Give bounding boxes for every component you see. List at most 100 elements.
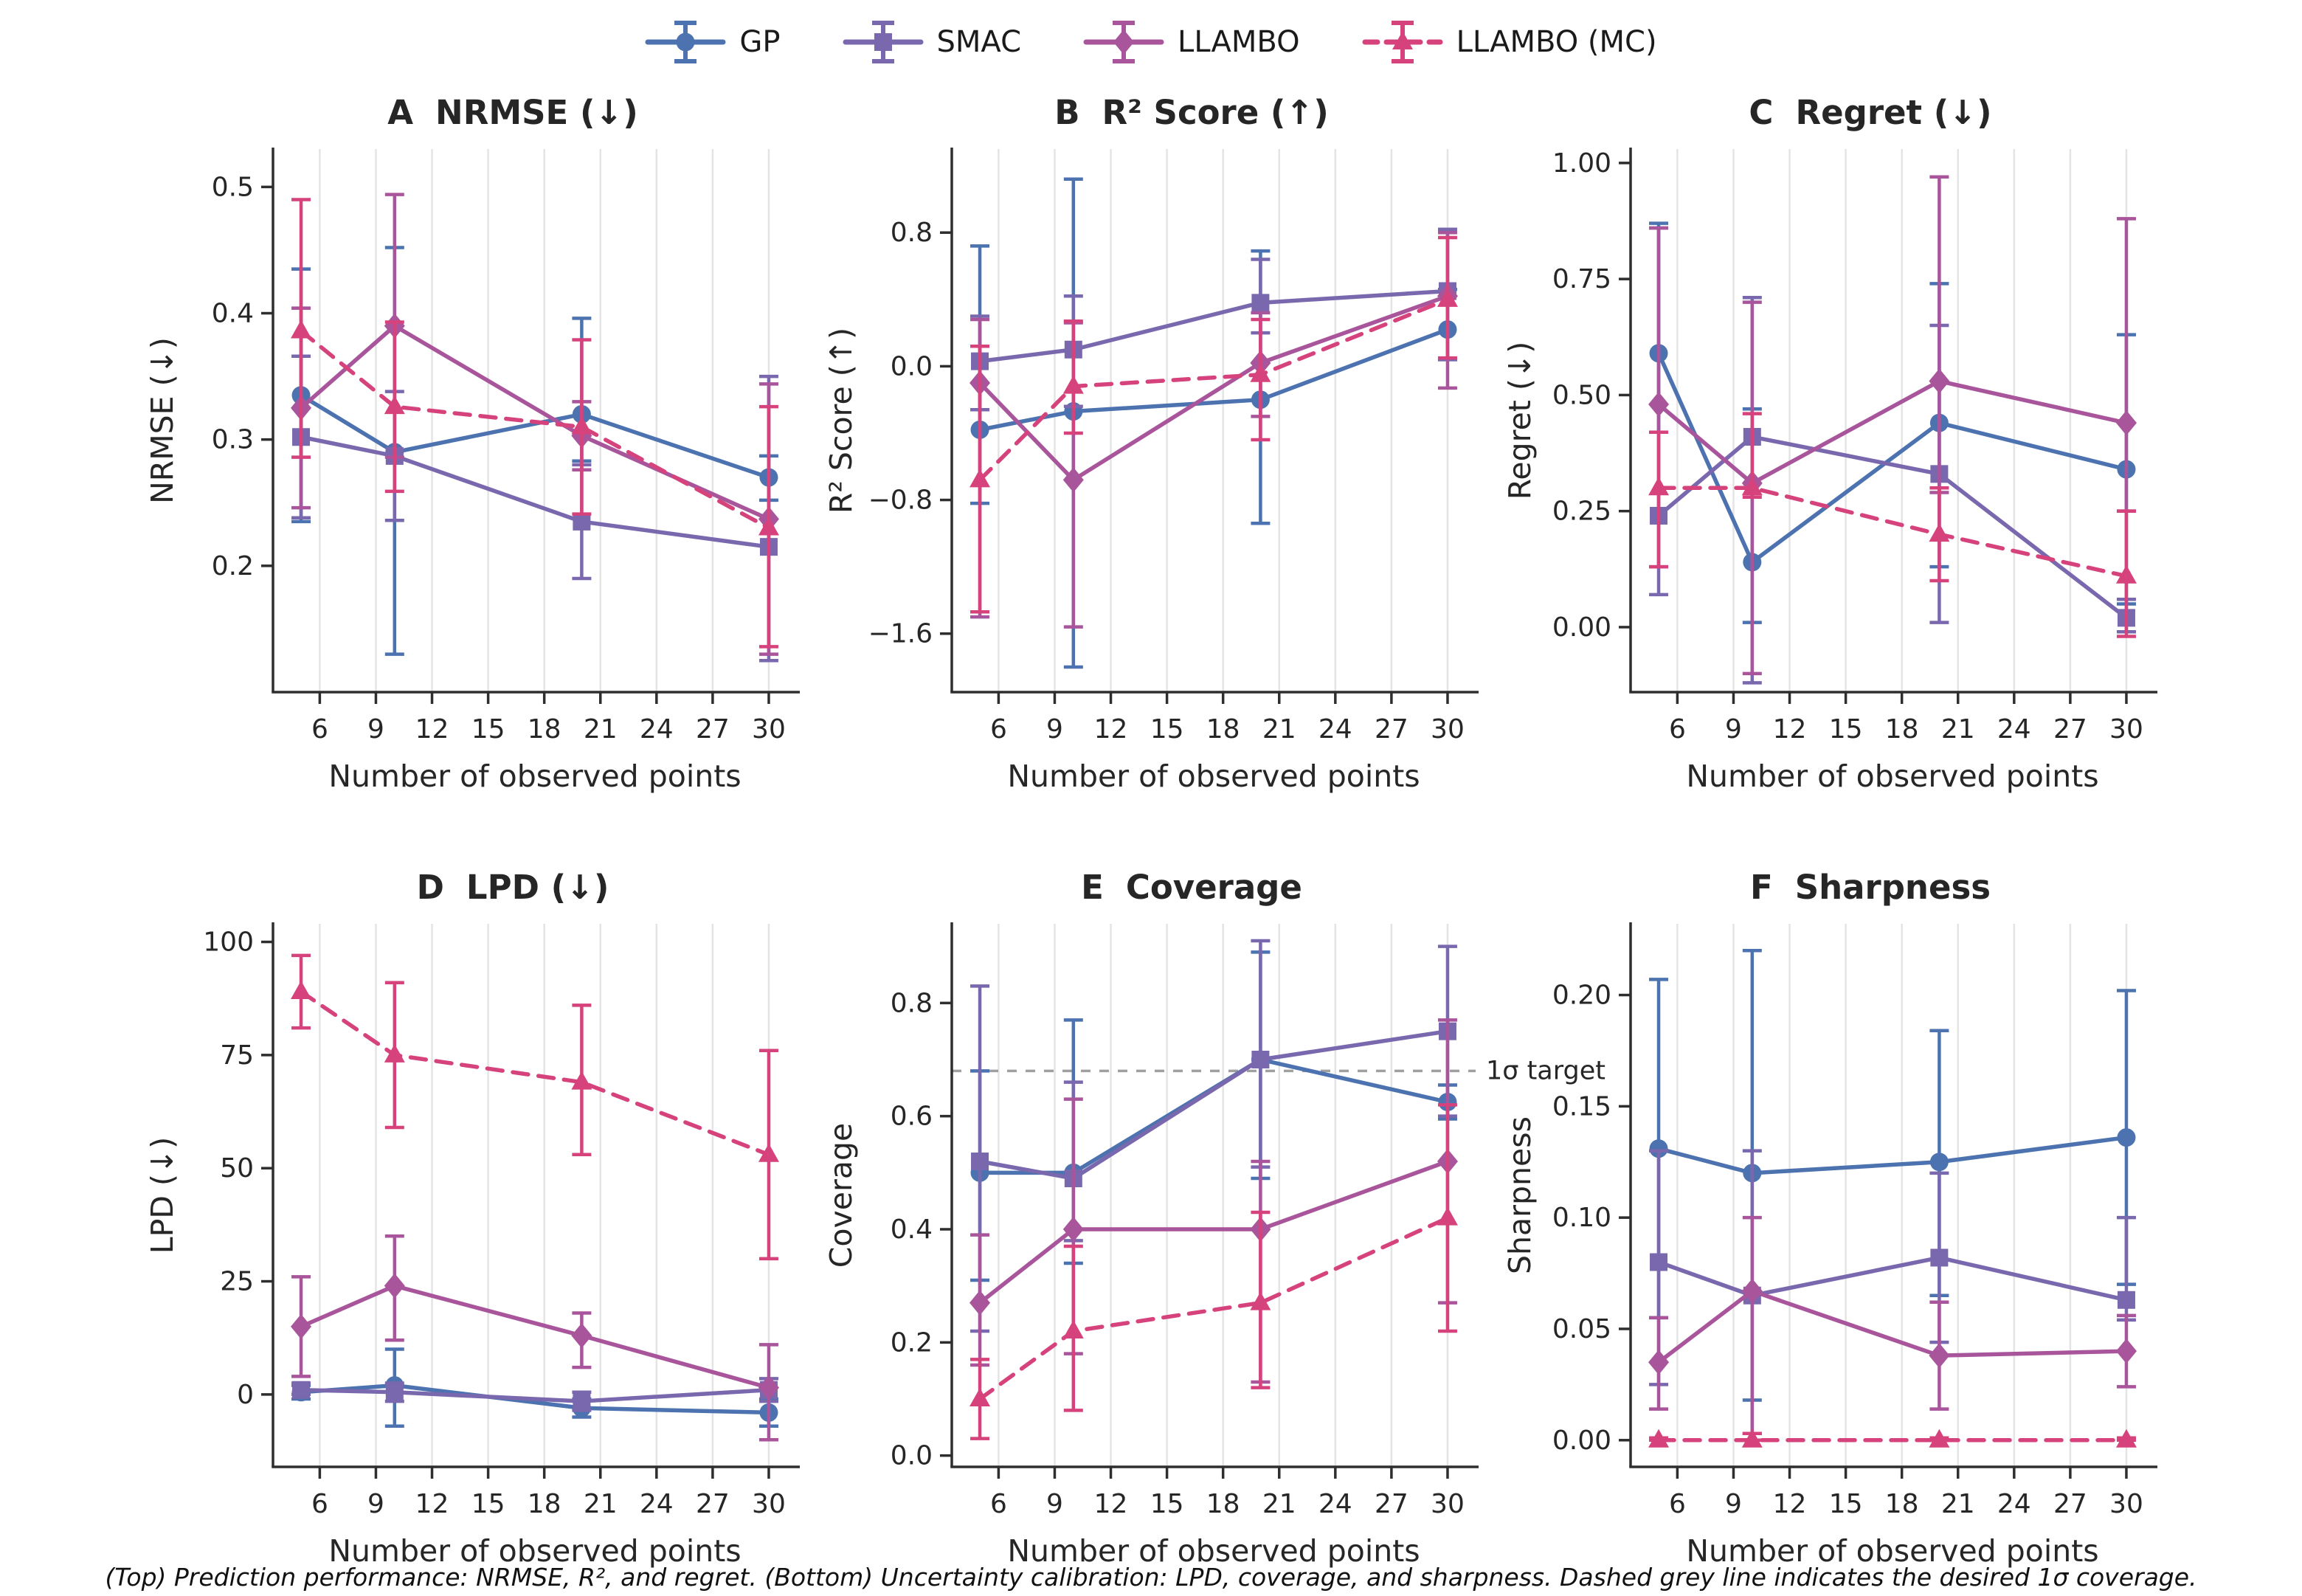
- svg-text:27: 27: [1375, 1489, 1408, 1519]
- x-axis-label: Number of observed points: [1007, 1533, 1420, 1569]
- svg-text:6: 6: [1669, 714, 1686, 745]
- series-mc: [291, 198, 779, 649]
- legend-item-llambo: LLAMBO: [1083, 15, 1300, 69]
- series-llambo: [969, 230, 1458, 629]
- svg-text:24: 24: [640, 714, 674, 745]
- svg-text:6: 6: [311, 1489, 328, 1519]
- svg-text:0.05: 0.05: [1552, 1314, 1611, 1344]
- svg-text:15: 15: [471, 1489, 505, 1519]
- legend-item-gp: GP: [645, 15, 781, 69]
- series-gp: [970, 177, 1457, 669]
- y-axis-label: LPD (↓): [145, 1137, 180, 1254]
- svg-text:0.6: 0.6: [891, 1102, 933, 1132]
- panel-f-title: F Sharpness: [1750, 868, 1991, 907]
- svg-text:6: 6: [990, 714, 1007, 745]
- svg-text:0.0: 0.0: [891, 1441, 933, 1471]
- svg-text:30: 30: [2109, 714, 2143, 745]
- svg-text:0.2: 0.2: [212, 551, 254, 581]
- panel-c-chart: 6 9 12 15 18 21 24 27 30 1.00 0.75 0.50 0.25 0.00 C Reg…: [1502, 93, 2157, 794]
- gridlines: [998, 924, 1449, 1467]
- svg-text:18: 18: [1206, 1489, 1240, 1519]
- svg-text:0.25: 0.25: [1552, 497, 1611, 527]
- triangle-errorbar-icon: [1362, 21, 1443, 63]
- svg-text:30: 30: [1431, 1489, 1465, 1519]
- svg-text:0.3: 0.3: [212, 425, 254, 455]
- svg-text:12: 12: [1773, 1489, 1807, 1519]
- y-axis-label: Regret (↓): [1502, 342, 1538, 500]
- x-axis-label: Number of observed points: [1686, 759, 2098, 794]
- svg-text:0.10: 0.10: [1552, 1203, 1611, 1233]
- series-mc: [1648, 1429, 2137, 1448]
- svg-text:9: 9: [1046, 714, 1063, 745]
- square-errorbar-icon: [843, 21, 924, 63]
- panel-d-title: D LPD (↓): [417, 868, 609, 907]
- series-llambo: [969, 1018, 1458, 1384]
- svg-text:27: 27: [1375, 714, 1408, 745]
- legend-item-smac: SMAC: [843, 15, 1022, 69]
- series-smac: [1649, 1149, 2136, 1436]
- svg-text:0.00: 0.00: [1552, 1426, 1611, 1456]
- svg-text:12: 12: [415, 1489, 449, 1519]
- panel-a-chart: 6 9 12 15 18 21 24 27 30 0.5 0.4 0.3 0.2 A NRMSE (↓) Nu…: [145, 93, 800, 794]
- legend-label-mc: LLAMBO (MC): [1456, 25, 1657, 59]
- svg-text:27: 27: [696, 714, 730, 745]
- svg-text:9: 9: [367, 714, 384, 745]
- gridlines: [1676, 149, 2128, 692]
- svg-text:0.20: 0.20: [1552, 981, 1611, 1011]
- svg-text:27: 27: [2053, 714, 2087, 745]
- panel-b-title: B R² Score (↑): [1054, 93, 1329, 132]
- svg-text:25: 25: [220, 1267, 254, 1297]
- svg-text:0.15: 0.15: [1552, 1091, 1611, 1122]
- series-smac: [291, 354, 778, 663]
- x-axis-label: Number of observed points: [1686, 1533, 2098, 1569]
- svg-text:6: 6: [990, 1489, 1007, 1519]
- panel-d-chart: 6 9 12 15 18 21 24 27 30 100 75 50 25 0 D LPD (↓) Number…: [145, 868, 800, 1569]
- svg-text:24: 24: [1318, 714, 1352, 745]
- series-llambo: [1648, 175, 2137, 676]
- svg-text:21: 21: [1262, 1489, 1296, 1519]
- svg-text:6: 6: [1669, 1489, 1686, 1519]
- svg-text:24: 24: [640, 1489, 674, 1519]
- panel-e-chart: 1σ target 6 9 12 15 18 21 24 27 30 0.8 0.6 0.4 0.2 0.0…: [823, 868, 1605, 1569]
- svg-text:12: 12: [415, 714, 449, 745]
- svg-text:18: 18: [528, 714, 561, 745]
- svg-text:30: 30: [1431, 714, 1465, 745]
- svg-text:30: 30: [2109, 1489, 2143, 1519]
- svg-text:9: 9: [1725, 1489, 1742, 1519]
- svg-text:0: 0: [237, 1380, 254, 1410]
- svg-text:21: 21: [1941, 1489, 1975, 1519]
- series-mc: [969, 1103, 1458, 1440]
- svg-text:75: 75: [220, 1040, 254, 1071]
- svg-text:21: 21: [584, 714, 618, 745]
- svg-text:0.0: 0.0: [891, 351, 933, 381]
- svg-text:15: 15: [1150, 1489, 1184, 1519]
- x-axis-label: Number of observed points: [328, 759, 741, 794]
- svg-text:9: 9: [1046, 1489, 1063, 1519]
- series-smac: [291, 1377, 778, 1412]
- x-axis-label: Number of observed points: [1007, 759, 1420, 794]
- panel-a-title: A NRMSE (↓): [387, 93, 638, 132]
- legend-label-smac: SMAC: [936, 25, 1022, 59]
- panel-c-title: C Regret (↓): [1749, 93, 1991, 132]
- figure-caption: (Top) Prediction performance: NRMSE, R²,…: [105, 1563, 2197, 1592]
- svg-text:21: 21: [584, 1489, 618, 1519]
- gridlines: [1676, 924, 2128, 1467]
- series-mc: [291, 953, 779, 1261]
- series-llambo: [1648, 1215, 2137, 1436]
- series-gp: [1649, 948, 2136, 1402]
- legend-label-gp: GP: [739, 25, 781, 59]
- series-smac: [970, 939, 1457, 1333]
- svg-text:27: 27: [2053, 1489, 2087, 1519]
- svg-text:24: 24: [1997, 1489, 2031, 1519]
- series-llambo: [291, 1234, 779, 1442]
- svg-text:18: 18: [528, 1489, 561, 1519]
- svg-text:0.4: 0.4: [891, 1215, 933, 1245]
- panel-e-title: E Coverage: [1081, 868, 1302, 907]
- y-axis-label: Sharpness: [1502, 1116, 1538, 1274]
- svg-text:1.00: 1.00: [1552, 148, 1611, 179]
- svg-text:−1.6: −1.6: [868, 619, 933, 649]
- svg-text:9: 9: [1725, 714, 1742, 745]
- svg-text:100: 100: [203, 927, 254, 958]
- x-axis-label: Number of observed points: [328, 1533, 741, 1569]
